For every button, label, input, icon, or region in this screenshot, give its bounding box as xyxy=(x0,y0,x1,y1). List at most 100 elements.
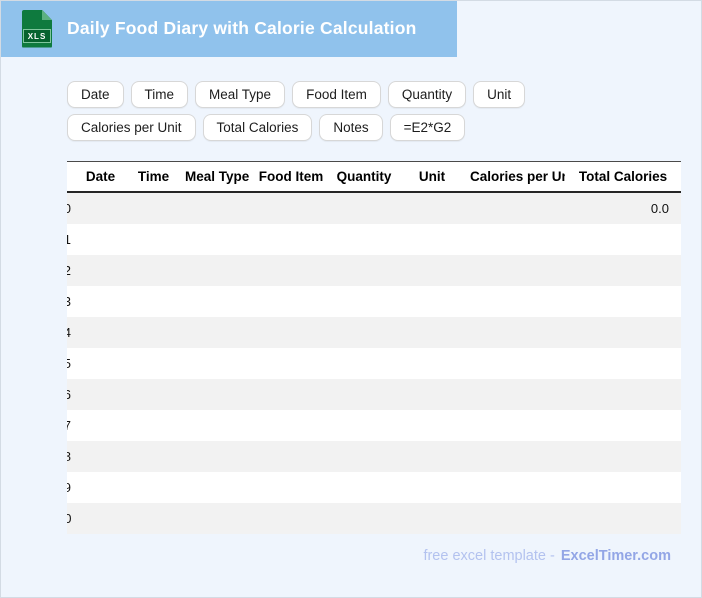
chip-unit[interactable]: Unit xyxy=(473,81,526,108)
table-row: 6 xyxy=(67,379,681,410)
row-number: 10 xyxy=(67,503,75,534)
cell-date xyxy=(75,472,126,503)
cell-quantity xyxy=(330,410,398,441)
cell-time xyxy=(126,317,181,348)
footer-brand-link[interactable]: ExcelTimer.com xyxy=(560,548,671,564)
table-row: 7 xyxy=(67,410,681,441)
cell-date xyxy=(75,255,126,286)
chip-notes[interactable]: Notes xyxy=(319,114,383,141)
xls-file-icon-label: XLS xyxy=(23,29,51,44)
row-number: 2 xyxy=(67,255,75,286)
chip-formula[interactable]: =E2*G2 xyxy=(389,114,466,141)
cell-time xyxy=(126,192,181,224)
cell-quantity xyxy=(330,379,398,410)
cell-total-calories xyxy=(565,224,681,255)
cell-meal-type xyxy=(181,410,252,441)
row-number: 6 xyxy=(67,379,75,410)
cell-total-calories xyxy=(565,410,681,441)
table-row: 2 xyxy=(67,255,681,286)
col-header-calories-per-unit: Calories per Unit xyxy=(466,161,565,193)
cell-food-item xyxy=(252,224,330,255)
cell-calories-per-unit xyxy=(466,503,565,534)
chip-calories-per-unit[interactable]: Calories per Unit xyxy=(67,114,196,141)
cell-meal-type xyxy=(181,503,252,534)
chip-meal-type[interactable]: Meal Type xyxy=(195,81,286,108)
table-row: 1 xyxy=(67,224,681,255)
table-header-row: Date Time Meal Type Food Item Quantity U… xyxy=(67,161,681,193)
cell-quantity xyxy=(330,286,398,317)
table-row: 5 xyxy=(67,348,681,379)
xls-file-icon: XLS xyxy=(22,9,52,48)
cell-calories-per-unit xyxy=(466,255,565,286)
cell-date xyxy=(75,224,126,255)
cell-calories-per-unit xyxy=(466,286,565,317)
cell-meal-type xyxy=(181,192,252,224)
row-number: 3 xyxy=(67,286,75,317)
cell-calories-per-unit xyxy=(466,317,565,348)
cell-total-calories xyxy=(565,348,681,379)
cell-time xyxy=(126,286,181,317)
cell-time xyxy=(126,441,181,472)
cell-quantity xyxy=(330,441,398,472)
cell-date xyxy=(75,317,126,348)
food-diary-table: Date Time Meal Type Food Item Quantity U… xyxy=(67,161,681,534)
col-header-date: Date xyxy=(75,161,126,193)
cell-date xyxy=(75,192,126,224)
page-title: Daily Food Diary with Calorie Calculatio… xyxy=(67,18,417,38)
cell-meal-type xyxy=(181,472,252,503)
cell-calories-per-unit xyxy=(466,192,565,224)
cell-total-calories xyxy=(565,286,681,317)
cell-quantity xyxy=(330,317,398,348)
table-row: 10 xyxy=(67,503,681,534)
footer: free excel template - ExcelTimer.com xyxy=(423,548,671,564)
cell-food-item xyxy=(252,379,330,410)
cell-food-item xyxy=(252,286,330,317)
footer-text: free excel template - xyxy=(423,548,555,564)
col-header-unit: Unit xyxy=(398,161,466,193)
cell-total-calories xyxy=(565,441,681,472)
cell-quantity xyxy=(330,503,398,534)
cell-quantity xyxy=(330,192,398,224)
cell-date xyxy=(75,441,126,472)
title-banner: XLS Daily Food Diary with Calorie Calcul… xyxy=(1,1,457,57)
cell-time xyxy=(126,348,181,379)
row-number: 7 xyxy=(67,410,75,441)
cell-total-calories: 0.0 xyxy=(565,192,681,224)
row-number: 1 xyxy=(67,224,75,255)
cell-food-item xyxy=(252,410,330,441)
cell-calories-per-unit xyxy=(466,410,565,441)
cell-time xyxy=(126,410,181,441)
chip-date[interactable]: Date xyxy=(67,81,124,108)
cell-unit xyxy=(398,317,466,348)
col-header-time: Time xyxy=(126,161,181,193)
cell-unit xyxy=(398,255,466,286)
cell-total-calories xyxy=(565,472,681,503)
chip-total-calories[interactable]: Total Calories xyxy=(202,114,313,141)
cell-calories-per-unit xyxy=(466,441,565,472)
table-row: 0 0.0 xyxy=(67,192,681,224)
cell-calories-per-unit xyxy=(466,224,565,255)
col-header-quantity: Quantity xyxy=(330,161,398,193)
cell-total-calories xyxy=(565,503,681,534)
chip-quantity[interactable]: Quantity xyxy=(387,81,467,108)
table-row: 9 xyxy=(67,472,681,503)
cell-time xyxy=(126,379,181,410)
cell-quantity xyxy=(330,224,398,255)
cell-unit xyxy=(398,410,466,441)
cell-meal-type xyxy=(181,441,252,472)
chip-time[interactable]: Time xyxy=(130,81,189,108)
cell-meal-type xyxy=(181,224,252,255)
cell-meal-type xyxy=(181,348,252,379)
cell-unit xyxy=(398,192,466,224)
col-header-food-item: Food Item xyxy=(252,161,330,193)
row-number: 0 xyxy=(67,192,75,224)
chip-food-item[interactable]: Food Item xyxy=(292,81,381,108)
cell-time xyxy=(126,503,181,534)
cell-unit xyxy=(398,503,466,534)
cell-food-item xyxy=(252,348,330,379)
cell-total-calories xyxy=(565,255,681,286)
cell-date xyxy=(75,348,126,379)
row-number: 8 xyxy=(67,441,75,472)
cell-food-item xyxy=(252,317,330,348)
